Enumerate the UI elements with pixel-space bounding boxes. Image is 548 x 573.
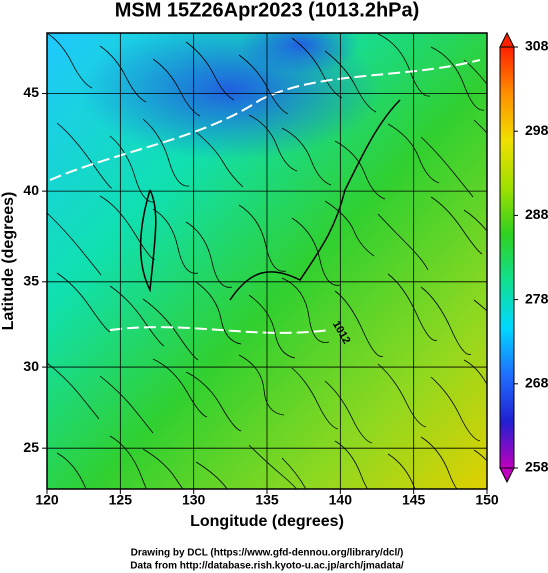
colorbar-tick-label: 268	[525, 375, 548, 391]
streamline	[281, 277, 330, 343]
streamline	[195, 131, 244, 188]
x-tick-label: 125	[109, 492, 133, 508]
y-tick-label: 45	[23, 84, 39, 100]
streamline	[473, 119, 487, 134]
streamline	[463, 59, 487, 85]
streamline	[99, 375, 154, 434]
streamline	[473, 299, 487, 312]
x-tick-label: 120	[35, 492, 59, 508]
streamline	[56, 452, 87, 489]
y-tick-label: 40	[23, 182, 39, 198]
streamline	[56, 122, 113, 189]
colorbar-extend	[499, 31, 515, 48]
streamline	[420, 136, 474, 198]
streamline	[377, 213, 429, 271]
y-tick-label: 35	[23, 273, 39, 289]
streamline	[463, 209, 487, 232]
streamline	[142, 298, 199, 361]
streamline	[152, 208, 199, 274]
streamline	[152, 58, 201, 117]
credit: Drawing by DCL (https://www.gfd-dennou.o…	[131, 548, 404, 559]
streamline	[281, 127, 332, 186]
streamline	[463, 359, 487, 386]
x-tick-label: 150	[475, 492, 499, 508]
streamline	[248, 444, 298, 489]
streamline	[387, 453, 416, 489]
colorbar-tick-label: 288	[525, 206, 548, 222]
streamline	[324, 380, 373, 444]
streamline	[420, 286, 472, 355]
streamline	[248, 294, 296, 359]
x-tick-label: 130	[182, 492, 206, 508]
streamline	[142, 448, 184, 489]
streamline	[387, 273, 438, 341]
streamline	[47, 362, 100, 420]
streamline	[291, 217, 341, 286]
streamline	[56, 272, 111, 333]
streamline	[99, 195, 156, 260]
colorbar-extend	[499, 467, 515, 484]
y-tick-label: 30	[23, 358, 39, 374]
streamline	[47, 33, 93, 89]
streamline	[324, 50, 377, 113]
x-axis-label: Longitude (degrees)	[190, 513, 344, 530]
coastline	[229, 99, 401, 301]
streamline	[99, 45, 147, 103]
x-tick-label: 145	[402, 492, 426, 508]
chart-title: MSM 15Z26Apr2023 (1013.2hPa)	[115, 0, 420, 21]
isobar	[109, 326, 331, 334]
streamline	[377, 363, 427, 428]
streamline	[248, 114, 298, 172]
x-tick-label: 140	[329, 492, 353, 508]
colorbar-tick-label: 258	[525, 459, 548, 475]
streamline	[185, 371, 242, 432]
colorbar	[499, 46, 515, 469]
streamline	[430, 46, 485, 111]
streamline	[420, 436, 458, 489]
streamline	[185, 221, 233, 288]
y-axis-label: Latitude (degrees)	[0, 192, 17, 331]
streamline	[291, 367, 339, 430]
streamline	[238, 204, 287, 272]
streamline	[281, 457, 307, 489]
streamline	[430, 376, 481, 442]
colorbar-tick-label: 308	[525, 38, 548, 54]
isobar	[49, 59, 481, 181]
coastline	[139, 189, 157, 293]
streamline	[109, 435, 147, 489]
streamline	[473, 449, 487, 462]
streamline	[324, 200, 375, 257]
streamline	[430, 196, 483, 255]
colorbar-tick-label: 278	[525, 290, 548, 306]
streamline	[47, 212, 102, 276]
streamline	[195, 281, 242, 345]
x-tick-label: 135	[255, 492, 279, 508]
streamline	[109, 135, 156, 203]
streamline	[387, 123, 440, 184]
colorbar-tick-label: 298	[525, 122, 548, 138]
streamline	[334, 140, 386, 200]
streamline	[185, 41, 235, 101]
streamline	[152, 358, 208, 418]
credit: Data from http://database.rish.kyoto-u.a…	[130, 561, 404, 572]
streamline	[238, 354, 285, 416]
streamline	[195, 461, 228, 489]
streamline	[334, 290, 384, 357]
streamline	[238, 54, 289, 115]
cold-region	[240, 33, 360, 75]
map-area	[47, 33, 487, 489]
streamline	[142, 118, 190, 187]
y-tick-label: 25	[23, 439, 39, 455]
